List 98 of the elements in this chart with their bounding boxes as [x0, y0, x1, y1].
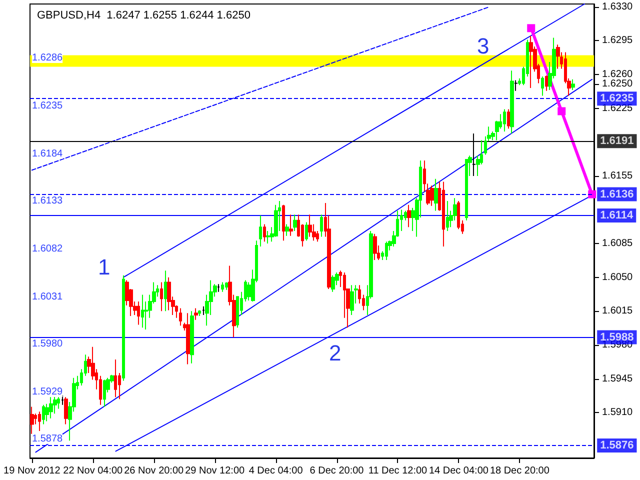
candlestick	[331, 274, 335, 292]
point	[558, 107, 566, 116]
candlestick	[259, 215, 262, 247]
candlestick	[446, 200, 449, 232]
candlestick	[137, 301, 140, 326]
candlestick	[465, 159, 468, 221]
ref-line-label: 1.5876	[600, 439, 634, 452]
ref-line-label: 1.6191	[600, 135, 634, 148]
candlestick	[141, 294, 144, 328]
candlestick	[53, 394, 57, 414]
x-tick-label: 26 Nov 20:00	[124, 466, 184, 476]
candlestick	[236, 296, 239, 328]
x-tick-label: 6 Dec 20:00	[310, 466, 364, 476]
point	[527, 24, 536, 32]
candlestick	[556, 44, 560, 70]
candlestick	[49, 396, 53, 419]
ref-line-label: 1.6235	[600, 92, 634, 105]
y-tick-label: 1.5910	[602, 407, 634, 418]
y-tick-label: 1.6050	[602, 272, 634, 283]
ref-line-label: 1.6114	[600, 210, 634, 222]
candlestick	[64, 396, 68, 425]
candlestick	[274, 204, 278, 238]
candlestick	[103, 379, 106, 408]
candlestick	[514, 80, 518, 92]
candlestick	[217, 284, 220, 292]
candlestick	[160, 282, 163, 312]
candlestick	[434, 178, 438, 212]
annotation: 1.5878	[32, 434, 64, 444]
text: GBPUSD,H4 1.6247 1.6255 1.6244 1.6250	[37, 10, 250, 22]
x-tick-label: 14 Dec 04:00	[428, 466, 489, 476]
candlestick	[442, 181, 445, 247]
x-tick-label: 22 Nov 04:00	[63, 466, 124, 476]
candlestick	[42, 404, 45, 425]
x-tick-label: 19 Nov 2012	[4, 466, 61, 476]
candlestick	[179, 308, 182, 326]
annotation: 1	[98, 254, 110, 280]
candlestick	[202, 306, 205, 316]
x-tick-label: 11 Dec 12:00	[368, 466, 428, 476]
candlestick	[190, 310, 194, 364]
candlestick	[225, 282, 228, 290]
candlestick	[373, 233, 377, 260]
annotation: 1.6235	[32, 100, 64, 112]
annotation: 2	[329, 340, 342, 366]
candlestick	[57, 396, 60, 410]
candlestick	[186, 312, 190, 365]
x-tick-label: 18 Dec 20:00	[490, 466, 550, 476]
y-tick-label: 1.6155	[602, 170, 634, 182]
candlestick	[457, 200, 460, 230]
annotation: 1.5980	[32, 338, 64, 350]
candlestick	[529, 35, 533, 89]
candlestick	[194, 308, 198, 320]
annotation: 1.6286	[32, 52, 64, 64]
candlestick	[430, 185, 434, 206]
annotation: 1.6184	[32, 148, 64, 160]
annotation: 1.6031	[32, 292, 64, 302]
candlestick	[167, 276, 171, 311]
candlestick	[320, 214, 323, 238]
candlestick	[289, 214, 293, 236]
candlestick	[285, 224, 289, 236]
annotation: 1.5929	[32, 386, 64, 398]
y-tick-label: 1.6015	[602, 306, 634, 317]
candlestick	[350, 284, 354, 316]
ref-line-label: 1.6136	[600, 188, 634, 200]
candlestick	[263, 224, 266, 242]
candlestick	[61, 394, 64, 406]
y-tick-label: 1.6295	[602, 35, 634, 46]
candlestick	[293, 214, 297, 232]
x-tick-label: 4 Dec 04:00	[248, 466, 304, 476]
y-tick-label: 1.6085	[602, 238, 634, 250]
candlestick	[385, 241, 388, 260]
annotation: 3	[477, 34, 490, 58]
candlestick	[38, 411, 41, 432]
y-tick-label: 1.6330	[602, 1, 634, 12]
y-tick-label: 1.6225	[602, 102, 634, 114]
candlestick	[305, 222, 308, 242]
y-tick-label: 1.5945	[602, 373, 634, 384]
candlestick	[30, 406, 34, 434]
candlestick	[510, 70, 514, 134]
annotation: 1.6133	[32, 196, 64, 206]
candlestick	[164, 270, 167, 312]
candlestick	[507, 108, 510, 130]
candlestick	[541, 76, 544, 96]
candlestick	[221, 282, 224, 292]
point	[588, 190, 596, 198]
y-tick-label: 1.6250	[602, 78, 634, 90]
candlestick	[282, 204, 285, 242]
x-tick-label: 29 Nov 12:00	[185, 466, 245, 476]
candlestick	[266, 230, 270, 244]
candlestick	[122, 274, 125, 382]
candlestick	[545, 74, 548, 92]
candlestick	[114, 358, 117, 398]
candlestick	[571, 78, 575, 90]
candlestick	[503, 108, 506, 132]
y-tick-label: 1.6260	[602, 69, 634, 80]
candlestick	[407, 204, 411, 228]
candlestick	[308, 214, 312, 238]
annotation: 1.6082	[32, 244, 64, 254]
candlestick	[198, 310, 201, 317]
